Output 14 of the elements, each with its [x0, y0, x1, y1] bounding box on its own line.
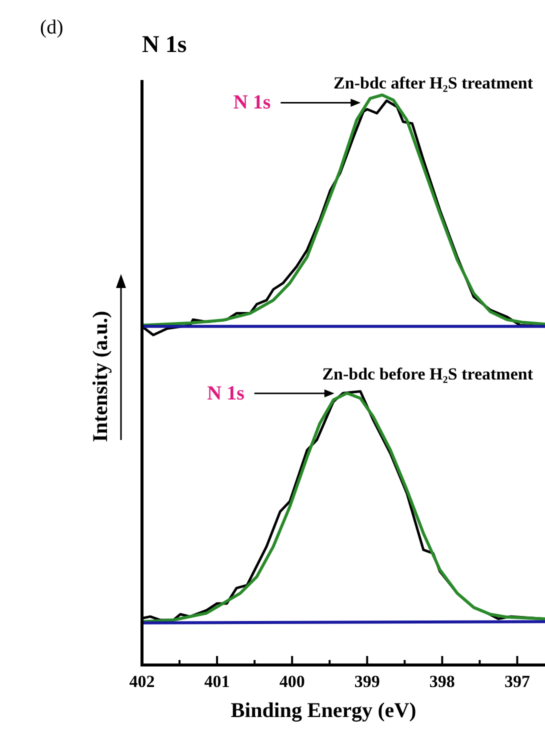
series-label: Zn-bdc before H₂S treatment: [322, 364, 534, 384]
text: Zn-bdc after H₂S treatment: [334, 74, 534, 93]
x-axis-title: Binding Energy (eV): [230, 698, 416, 722]
annotation: N 1s: [207, 382, 245, 404]
y-axis-title: Intensity (a.u.): [88, 310, 112, 442]
x-tick-label: 399: [354, 672, 380, 691]
x-tick-label: 397: [504, 672, 530, 691]
x-tick-label: 398: [429, 672, 455, 691]
x-tick-label: 401: [204, 672, 230, 691]
x-tick-label: 400: [279, 672, 305, 691]
annotation: N 1s: [233, 92, 271, 114]
x-tick-label: 402: [129, 672, 155, 691]
text: (d): [40, 16, 64, 39]
chart-title: N 1s: [142, 32, 187, 58]
